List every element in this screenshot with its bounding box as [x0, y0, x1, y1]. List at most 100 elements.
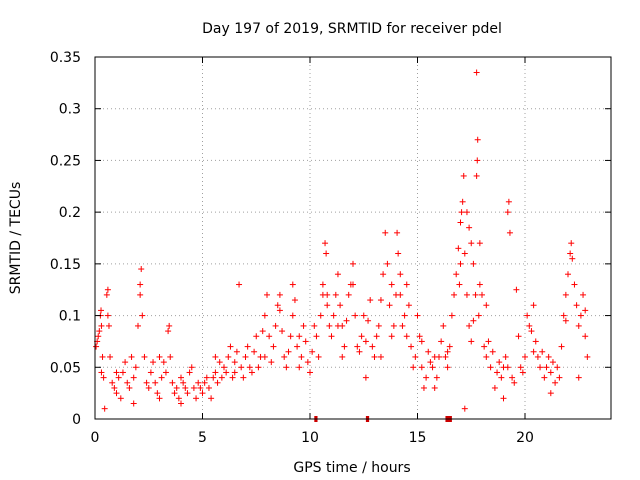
data-point	[433, 374, 440, 381]
data-point	[115, 374, 122, 381]
data-point	[534, 353, 541, 360]
data-point	[253, 333, 260, 340]
data-point	[248, 369, 255, 376]
data-point	[137, 281, 144, 288]
data-point	[565, 271, 571, 278]
data-point	[463, 209, 470, 216]
data-point	[569, 255, 576, 262]
data-point	[537, 364, 544, 371]
data-point	[455, 245, 462, 252]
data-point	[190, 384, 197, 391]
data-point	[410, 364, 417, 371]
data-point	[541, 374, 548, 381]
data-point	[294, 343, 301, 350]
data-point	[362, 374, 369, 381]
data-point	[567, 250, 574, 257]
data-point	[552, 379, 559, 386]
data-point	[283, 364, 290, 371]
y-tick-label: 0.1	[59, 309, 81, 325]
data-point	[233, 348, 240, 355]
data-point	[319, 291, 326, 298]
data-point	[483, 302, 490, 309]
data-point	[479, 291, 485, 298]
data-point	[461, 250, 468, 257]
data-point	[460, 172, 467, 179]
data-point	[524, 312, 531, 319]
data-point	[279, 328, 286, 335]
data-point	[242, 353, 249, 360]
chart-title: Day 197 of 2019, SRMTID for receiver pde…	[202, 21, 502, 37]
data-point	[259, 328, 266, 335]
data-point	[500, 395, 507, 402]
data-point	[98, 322, 105, 329]
data-point	[158, 374, 165, 381]
data-point	[169, 379, 176, 386]
data-point	[150, 359, 157, 366]
data-point	[197, 384, 204, 391]
data-point	[201, 379, 208, 386]
data-point	[147, 369, 154, 376]
data-point	[266, 333, 273, 340]
data-point	[96, 328, 103, 335]
data-point	[367, 297, 374, 304]
data-point	[571, 281, 578, 288]
data-point	[145, 384, 152, 391]
data-point	[504, 209, 511, 216]
data-point	[440, 322, 447, 329]
data-point	[188, 364, 195, 371]
data-point	[461, 405, 468, 412]
data-point	[373, 333, 380, 340]
data-point	[549, 359, 556, 366]
data-point	[100, 374, 107, 381]
data-point	[212, 353, 219, 360]
data-point	[261, 353, 268, 360]
data-point	[221, 364, 227, 371]
data-point	[227, 343, 234, 350]
data-point	[300, 322, 307, 329]
data-point	[268, 359, 275, 366]
data-point	[416, 333, 423, 340]
data-point	[543, 364, 550, 371]
data-point	[199, 390, 206, 397]
data-point	[429, 364, 436, 371]
data-point	[394, 229, 401, 236]
data-point	[575, 374, 582, 381]
data-point	[186, 369, 193, 376]
data-point	[326, 322, 333, 329]
data-point	[171, 390, 178, 397]
data-point	[427, 359, 434, 366]
data-point	[160, 359, 167, 366]
data-point	[289, 281, 296, 288]
data-point	[225, 353, 232, 360]
data-point	[412, 353, 419, 360]
data-point	[276, 307, 283, 314]
data-point	[119, 369, 126, 376]
axis-ticks: 0 5 10 15 20 0 0.05 0.1 0.15 0.2 0.25 0.3 0.35	[50, 50, 611, 446]
data-point	[162, 369, 169, 376]
data-point	[399, 322, 406, 329]
x-tick-label: 0	[91, 430, 100, 446]
data-point	[476, 240, 483, 247]
data-point	[122, 359, 129, 366]
data-point	[494, 369, 501, 376]
data-point	[193, 395, 200, 402]
data-point	[315, 353, 322, 360]
data-point	[302, 338, 309, 345]
data-point	[418, 338, 425, 345]
data-point	[384, 260, 391, 267]
data-point	[231, 359, 238, 366]
data-point	[138, 266, 145, 273]
y-tick-label: 0.3	[59, 102, 81, 118]
data-point	[236, 281, 243, 288]
data-point	[504, 364, 511, 371]
data-point	[298, 353, 305, 360]
data-point	[111, 384, 118, 391]
data-point	[322, 240, 329, 247]
data-point	[414, 312, 421, 319]
data-point	[93, 343, 100, 350]
data-point	[124, 379, 131, 386]
data-point	[496, 359, 503, 366]
data-point	[291, 297, 298, 304]
data-point	[330, 312, 337, 319]
